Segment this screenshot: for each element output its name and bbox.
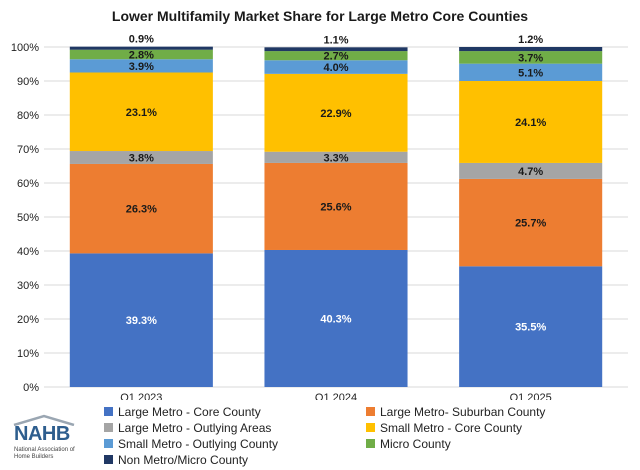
y-tick-label: 10% [17, 348, 39, 360]
house-roof-icon [13, 414, 75, 426]
y-tick-label: 60% [17, 178, 39, 190]
legend-label: Large Metro - Outlying Areas [118, 420, 272, 435]
bar-segment [459, 51, 603, 64]
bars [69, 46, 603, 387]
legend-label: Small Metro - Core County [380, 420, 523, 435]
bar-segment [264, 47, 408, 52]
legend-swatch [366, 407, 375, 416]
y-tick-label: 90% [17, 76, 39, 88]
x-axis-tick-labels: Q1 2023 Q1 2024 Q1 2025 [120, 392, 552, 400]
legend-label: Small Metro - Outlying County [118, 436, 279, 451]
data-label: 4.0% [323, 62, 348, 74]
bar-segment [459, 162, 603, 179]
legend-swatch [366, 439, 375, 448]
legend-label: Micro County [380, 436, 451, 451]
x-tick-label: Q1 2025 [510, 392, 552, 400]
legend-item: Large Metro - Core County [104, 404, 366, 419]
data-label: 25.7% [515, 218, 546, 230]
legend-swatch [104, 423, 113, 432]
logo-wordmark: NAHB [14, 423, 70, 445]
y-tick-label: 30% [17, 280, 39, 292]
bar-segment [264, 151, 408, 163]
x-tick-label: Q1 2023 [120, 392, 162, 400]
legend-swatch [366, 423, 375, 432]
bar-segment [459, 81, 603, 163]
bar-segment [264, 51, 408, 61]
legend-item: Non Metro/Micro County [104, 452, 366, 467]
data-label: 24.1% [515, 117, 546, 129]
data-label: 5.1% [518, 67, 543, 79]
data-label: 35.5% [515, 322, 546, 334]
legend-label: Non Metro/Micro County [118, 452, 249, 467]
legend-label: Large Metro- Suburban County [380, 404, 546, 419]
nahb-logo: NAHB National Association of Home Builde… [10, 414, 80, 468]
data-label: 3.8% [129, 153, 154, 165]
bar-segment [264, 73, 408, 152]
legend-swatch [104, 455, 113, 464]
bar-segment [459, 266, 603, 387]
y-tick-label: 100% [11, 42, 39, 54]
y-tick-label: 80% [17, 110, 39, 122]
data-label: 23.1% [126, 107, 157, 119]
data-label: 39.3% [126, 315, 157, 327]
bar-segment [264, 162, 408, 250]
bar-segment [69, 72, 213, 152]
bar-segment [69, 46, 213, 50]
legend-swatch [104, 439, 113, 448]
y-tick-label: 20% [17, 314, 39, 326]
data-label: 4.7% [518, 166, 543, 178]
bar-segment [69, 253, 213, 387]
data-label: 2.7% [323, 51, 348, 63]
bar-segment [69, 49, 213, 60]
data-label: 22.9% [320, 108, 351, 120]
stacked-bar-chart: 0% 10% 20% 30% 40% 50% 60% 70% 80% 90% 100% 39.3% 2… [11, 34, 628, 400]
bar-segment [264, 60, 408, 74]
bar-segment [264, 249, 408, 387]
data-label: 3.9% [129, 61, 154, 73]
y-tick-label: 0% [23, 382, 39, 394]
legend: Large Metro - Core County Large Metro- Su… [104, 404, 604, 467]
data-label: 0.9% [129, 34, 154, 46]
data-label: 40.3% [320, 313, 351, 325]
data-label: 1.2% [518, 34, 543, 46]
data-label: 2.8% [129, 49, 154, 61]
legend-swatch [104, 407, 113, 416]
y-tick-label: 70% [17, 144, 39, 156]
bar-segment [69, 151, 213, 164]
x-tick-label: Q1 2024 [315, 392, 357, 400]
data-label: 25.6% [320, 201, 351, 213]
y-axis-tick-labels: 0% 10% 20% 30% 40% 50% 60% 70% 80% 90% 100% [11, 42, 39, 394]
logo-subtitle: National Association of Home Builders [14, 447, 75, 460]
data-label: 1.1% [323, 34, 348, 46]
data-label: 3.7% [518, 52, 543, 64]
legend-item: Small Metro - Core County [366, 420, 604, 435]
chart-title: Lower Multifamily Market Share for Large… [111, 8, 529, 24]
legend-item: Micro County [366, 436, 604, 451]
data-labels: 39.3% 26.3% 3.8% 23.1% 3.9%2.8% 0.9% 40.3% 25.6… [126, 34, 547, 334]
data-label: 3.3% [323, 152, 348, 164]
legend-item: Large Metro - Outlying Areas [104, 420, 366, 435]
bar-segment [459, 47, 603, 52]
bar-segment [459, 63, 603, 81]
bar-segment [69, 163, 213, 254]
data-label: 26.3% [126, 204, 157, 216]
legend-label: Large Metro - Core County [118, 404, 261, 419]
y-tick-label: 40% [17, 246, 39, 258]
bar-segment [69, 59, 213, 73]
legend-item: Large Metro- Suburban County [366, 404, 604, 419]
y-tick-label: 50% [17, 212, 39, 224]
bar-segment [459, 178, 603, 267]
legend-item: Small Metro - Outlying County [104, 436, 366, 451]
